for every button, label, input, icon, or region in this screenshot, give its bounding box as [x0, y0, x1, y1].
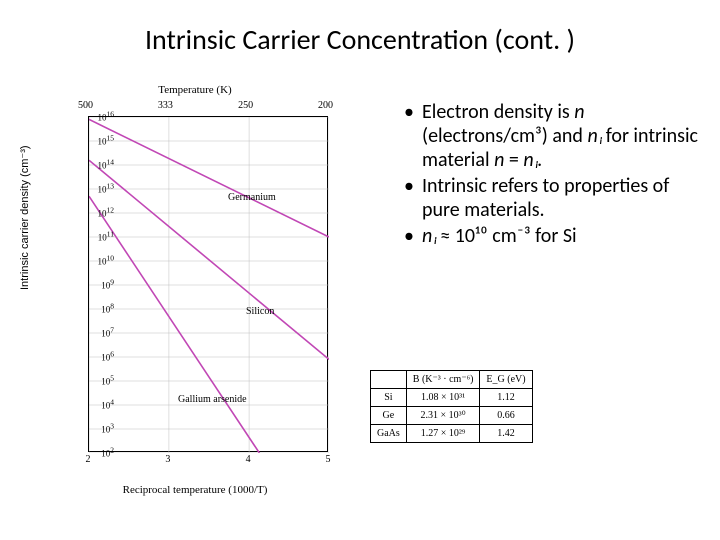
top-tick: 500 [78, 100, 93, 111]
x-tick: 2 [86, 454, 91, 465]
y-tick: 108 [101, 302, 114, 315]
top-axis-label: Temperature (K) [30, 84, 360, 96]
carrier-density-chart: Intrinsic carrier density (cm⁻³) Tempera… [30, 90, 360, 490]
table-header: E_G (eV) [480, 371, 532, 389]
table-header [371, 371, 407, 389]
top-tick: 200 [318, 100, 333, 111]
table-cell: Ge [371, 407, 407, 425]
y-tick: 104 [101, 398, 114, 411]
bullet-list: Electron density is n (electrons/cm³) an… [400, 100, 700, 250]
table-cell: 2.31 × 10³⁰ [406, 407, 480, 425]
x-tick: 4 [246, 454, 251, 465]
table-cell: 1.42 [480, 425, 532, 443]
table-cell: GaAs [371, 425, 407, 443]
x-tick: 3 [165, 454, 170, 465]
table-cell: 1.27 × 10²⁹ [406, 425, 480, 443]
table-cell: 1.08 × 10³¹ [406, 389, 480, 407]
page-title: Intrinsic Carrier Concentration (cont. ) [0, 22, 720, 57]
top-tick: 333 [158, 100, 173, 111]
table-cell: Si [371, 389, 407, 407]
y-tick: 1011 [98, 230, 114, 243]
table-row: Si1.08 × 10³¹1.12 [371, 389, 533, 407]
series-label: Germanium [228, 192, 276, 203]
y-tick: 1016 [98, 110, 115, 123]
y-tick: 107 [101, 326, 114, 339]
y-tick: 102 [101, 446, 114, 459]
bullet-3: nᵢ ≈ 10¹⁰ cm⁻³ for Si [400, 224, 700, 248]
table-cell: 0.66 [480, 407, 532, 425]
bullet-2: Intrinsic refers to properties of pure m… [400, 174, 700, 222]
y-tick: 109 [101, 278, 114, 291]
y-tick: 1015 [98, 134, 115, 147]
series-label: Gallium arsenide [178, 394, 247, 405]
y-tick: 1012 [98, 206, 115, 219]
y-tick: 1010 [98, 254, 115, 267]
table-header: B (K⁻³ · cm⁻⁶) [406, 371, 480, 389]
y-tick: 1014 [98, 158, 115, 171]
x-axis-label: Reciprocal temperature (1000/T) [30, 484, 360, 496]
table-row: Ge2.31 × 10³⁰0.66 [371, 407, 533, 425]
y-tick: 1013 [98, 182, 115, 195]
table-cell: 1.12 [480, 389, 532, 407]
parameters-table: B (K⁻³ · cm⁻⁶)E_G (eV) Si1.08 × 10³¹1.12… [370, 370, 533, 443]
series-label: Silicon [246, 306, 274, 317]
y-tick: 105 [101, 374, 114, 387]
x-tick: 5 [326, 454, 331, 465]
top-tick: 250 [238, 100, 253, 111]
y-tick: 106 [101, 350, 114, 363]
y-tick: 103 [101, 422, 114, 435]
y-axis-label: Intrinsic carrier density (cm⁻³) [18, 145, 31, 290]
table-row: GaAs1.27 × 10²⁹1.42 [371, 425, 533, 443]
bullet-1: Electron density is n (electrons/cm³) an… [400, 100, 700, 172]
